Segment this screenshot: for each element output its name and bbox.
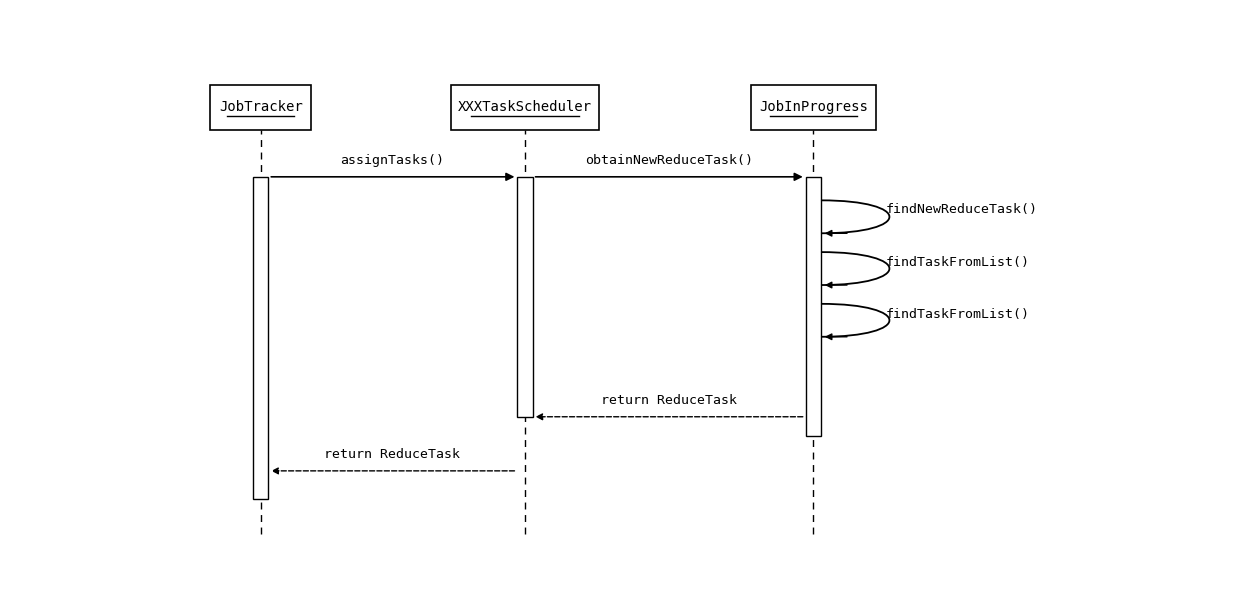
- Text: findTaskFromList(): findTaskFromList(): [885, 257, 1029, 269]
- Text: return ReduceTask: return ReduceTask: [601, 394, 737, 408]
- Bar: [517, 177, 533, 417]
- Bar: [253, 177, 268, 499]
- Bar: [211, 85, 311, 130]
- Bar: [450, 85, 599, 130]
- Text: XXXTaskScheduler: XXXTaskScheduler: [458, 100, 591, 114]
- Bar: [806, 177, 821, 436]
- Text: return ReduceTask: return ReduceTask: [325, 448, 460, 461]
- Text: findTaskFromList(): findTaskFromList(): [885, 308, 1029, 321]
- Text: findNewReduceTask(): findNewReduceTask(): [885, 203, 1038, 216]
- Text: assignTasks(): assignTasks(): [340, 155, 444, 167]
- Text: obtainNewReduceTask(): obtainNewReduceTask(): [585, 155, 753, 167]
- Bar: [751, 85, 875, 130]
- Text: JobInProgress: JobInProgress: [759, 100, 868, 114]
- Text: JobTracker: JobTracker: [218, 100, 303, 114]
